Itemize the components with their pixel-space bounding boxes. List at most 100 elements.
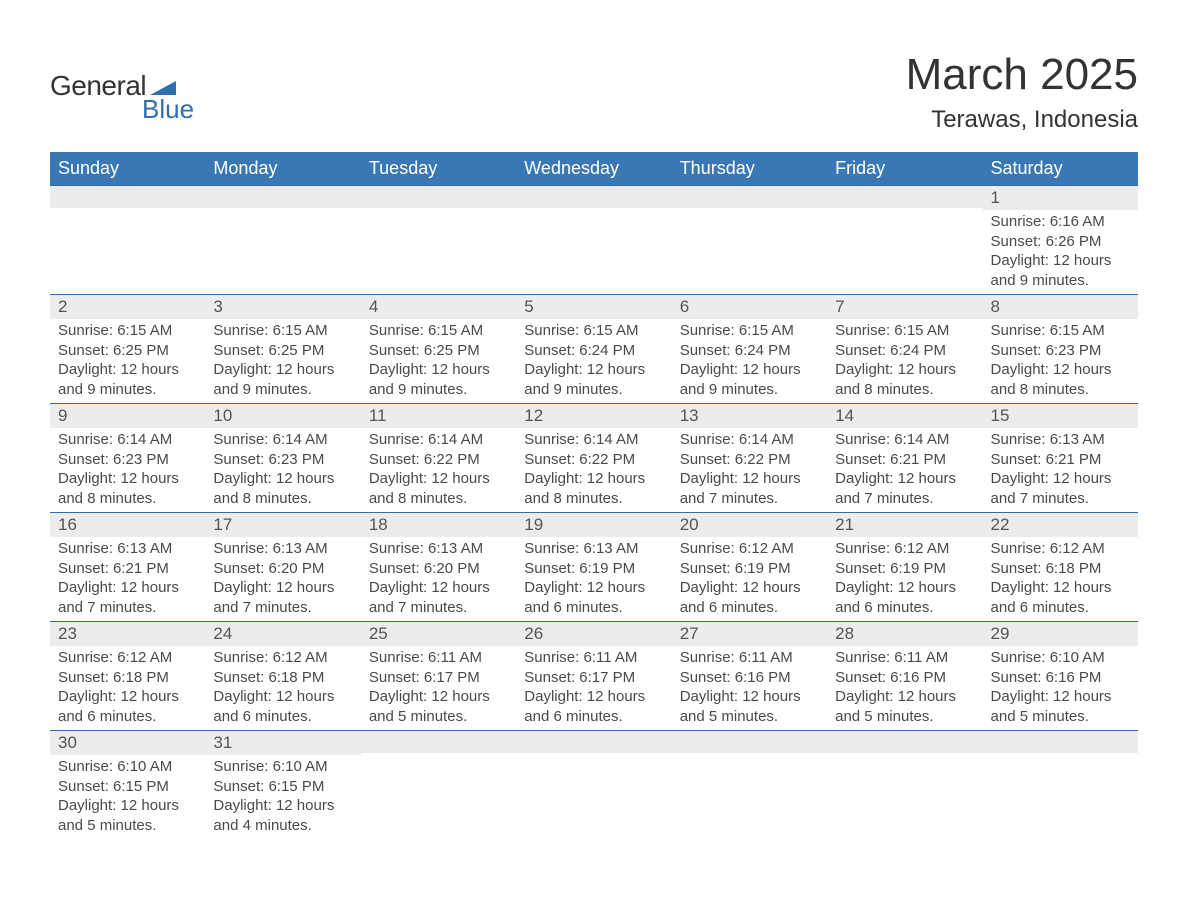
day-number: 14 [827, 404, 982, 428]
day-info: Sunrise: 6:14 AMSunset: 6:23 PMDaylight:… [50, 428, 205, 512]
day-number: 15 [983, 404, 1138, 428]
calendar-cell: 4Sunrise: 6:15 AMSunset: 6:25 PMDaylight… [361, 295, 516, 404]
day-number: 22 [983, 513, 1138, 537]
calendar-table: SundayMondayTuesdayWednesdayThursdayFrid… [50, 152, 1138, 839]
day-info: Sunrise: 6:15 AMSunset: 6:23 PMDaylight:… [983, 319, 1138, 403]
calendar-cell: 15Sunrise: 6:13 AMSunset: 6:21 PMDayligh… [983, 404, 1138, 513]
calendar-cell: 10Sunrise: 6:14 AMSunset: 6:23 PMDayligh… [205, 404, 360, 513]
day-number: 27 [672, 622, 827, 646]
day-info: Sunrise: 6:14 AMSunset: 6:23 PMDaylight:… [205, 428, 360, 512]
weekday-header: Thursday [672, 152, 827, 186]
day-info: Sunrise: 6:15 AMSunset: 6:24 PMDaylight:… [516, 319, 671, 403]
calendar-cell: 2Sunrise: 6:15 AMSunset: 6:25 PMDaylight… [50, 295, 205, 404]
day-number: 11 [361, 404, 516, 428]
day-number: 28 [827, 622, 982, 646]
calendar-cell: 26Sunrise: 6:11 AMSunset: 6:17 PMDayligh… [516, 622, 671, 731]
calendar-cell: 8Sunrise: 6:15 AMSunset: 6:23 PMDaylight… [983, 295, 1138, 404]
calendar-cell [361, 731, 516, 840]
empty-day-number [827, 186, 982, 208]
empty-day-number [516, 731, 671, 753]
calendar-week-row: 9Sunrise: 6:14 AMSunset: 6:23 PMDaylight… [50, 404, 1138, 513]
day-info: Sunrise: 6:15 AMSunset: 6:24 PMDaylight:… [672, 319, 827, 403]
day-info: Sunrise: 6:13 AMSunset: 6:20 PMDaylight:… [205, 537, 360, 621]
calendar-cell: 9Sunrise: 6:14 AMSunset: 6:23 PMDaylight… [50, 404, 205, 513]
day-number: 20 [672, 513, 827, 537]
day-info: Sunrise: 6:11 AMSunset: 6:16 PMDaylight:… [827, 646, 982, 730]
calendar-body: 1Sunrise: 6:16 AMSunset: 6:26 PMDaylight… [50, 186, 1138, 840]
weekday-header: Monday [205, 152, 360, 186]
day-info: Sunrise: 6:13 AMSunset: 6:21 PMDaylight:… [983, 428, 1138, 512]
day-number: 25 [361, 622, 516, 646]
calendar-cell [983, 731, 1138, 840]
empty-day-info [516, 208, 671, 288]
day-number: 13 [672, 404, 827, 428]
empty-day-info [672, 208, 827, 288]
day-info: Sunrise: 6:13 AMSunset: 6:21 PMDaylight:… [50, 537, 205, 621]
empty-day-number [983, 731, 1138, 753]
calendar-week-row: 23Sunrise: 6:12 AMSunset: 6:18 PMDayligh… [50, 622, 1138, 731]
day-number: 31 [205, 731, 360, 755]
day-number: 10 [205, 404, 360, 428]
weekday-header: Saturday [983, 152, 1138, 186]
day-number: 24 [205, 622, 360, 646]
empty-day-number [50, 186, 205, 208]
brand-text-general: General [50, 70, 146, 102]
empty-day-info [827, 208, 982, 288]
calendar-cell [672, 731, 827, 840]
day-number: 16 [50, 513, 205, 537]
day-info: Sunrise: 6:11 AMSunset: 6:17 PMDaylight:… [516, 646, 671, 730]
day-info: Sunrise: 6:14 AMSunset: 6:22 PMDaylight:… [516, 428, 671, 512]
calendar-cell: 25Sunrise: 6:11 AMSunset: 6:17 PMDayligh… [361, 622, 516, 731]
day-number: 5 [516, 295, 671, 319]
day-info: Sunrise: 6:12 AMSunset: 6:19 PMDaylight:… [672, 537, 827, 621]
calendar-cell: 12Sunrise: 6:14 AMSunset: 6:22 PMDayligh… [516, 404, 671, 513]
empty-day-info [50, 208, 205, 288]
calendar-cell: 28Sunrise: 6:11 AMSunset: 6:16 PMDayligh… [827, 622, 982, 731]
calendar-week-row: 2 Sunrise: 6:15 AMSunset: 6:25 PMDaylight… [50, 295, 1138, 404]
day-info: Sunrise: 6:10 AMSunset: 6:15 PMDaylight:… [50, 755, 205, 839]
empty-day-info [361, 208, 516, 288]
day-number: 29 [983, 622, 1138, 646]
brand-logo: General Blue [50, 70, 194, 125]
day-info: Sunrise: 6:13 AMSunset: 6:19 PMDaylight:… [516, 537, 671, 621]
calendar-cell: 24Sunrise: 6:12 AMSunset: 6:18 PMDayligh… [205, 622, 360, 731]
calendar-cell: 22Sunrise: 6:12 AMSunset: 6:18 PMDayligh… [983, 513, 1138, 622]
empty-day-number [205, 186, 360, 208]
calendar-cell: 11Sunrise: 6:14 AMSunset: 6:22 PMDayligh… [361, 404, 516, 513]
day-info: Sunrise: 6:14 AMSunset: 6:22 PMDaylight:… [672, 428, 827, 512]
day-info: Sunrise: 6:15 AMSunset: 6:25 PMDaylight:… [361, 319, 516, 403]
day-info: Sunrise: 6:14 AMSunset: 6:21 PMDaylight:… [827, 428, 982, 512]
calendar-cell: 17Sunrise: 6:13 AMSunset: 6:20 PMDayligh… [205, 513, 360, 622]
location-label: Terawas, Indonesia [906, 106, 1138, 134]
day-number: 26 [516, 622, 671, 646]
day-number: 3 [205, 295, 360, 319]
empty-day-info [827, 753, 982, 833]
calendar-cell [205, 186, 360, 295]
calendar-cell: 21Sunrise: 6:12 AMSunset: 6:19 PMDayligh… [827, 513, 982, 622]
calendar-cell: 29Sunrise: 6:10 AMSunset: 6:16 PMDayligh… [983, 622, 1138, 731]
title-block: March 2025 Terawas, Indonesia [906, 50, 1138, 134]
calendar-week-row: 1Sunrise: 6:16 AMSunset: 6:26 PMDaylight… [50, 186, 1138, 295]
calendar-cell: 18Sunrise: 6:13 AMSunset: 6:20 PMDayligh… [361, 513, 516, 622]
day-info: Sunrise: 6:12 AMSunset: 6:18 PMDaylight:… [50, 646, 205, 730]
calendar-cell [516, 186, 671, 295]
empty-day-number [827, 731, 982, 753]
empty-day-info [983, 753, 1138, 833]
weekday-header: Tuesday [361, 152, 516, 186]
calendar-cell: 1Sunrise: 6:16 AMSunset: 6:26 PMDaylight… [983, 186, 1138, 295]
calendar-cell: 23Sunrise: 6:12 AMSunset: 6:18 PMDayligh… [50, 622, 205, 731]
page-header: General Blue March 2025 Terawas, Indones… [50, 50, 1138, 134]
day-info: Sunrise: 6:10 AMSunset: 6:16 PMDaylight:… [983, 646, 1138, 730]
empty-day-info [672, 753, 827, 833]
empty-day-info [361, 753, 516, 833]
weekday-header: Friday [827, 152, 982, 186]
calendar-cell: 20Sunrise: 6:12 AMSunset: 6:19 PMDayligh… [672, 513, 827, 622]
day-info: Sunrise: 6:12 AMSunset: 6:19 PMDaylight:… [827, 537, 982, 621]
day-info: Sunrise: 6:13 AMSunset: 6:20 PMDaylight:… [361, 537, 516, 621]
day-info: Sunrise: 6:11 AMSunset: 6:16 PMDaylight:… [672, 646, 827, 730]
day-number: 2 [50, 295, 205, 319]
empty-day-info [516, 753, 671, 833]
day-number: 4 [361, 295, 516, 319]
empty-day-number [672, 186, 827, 208]
calendar-cell: 3Sunrise: 6:15 AMSunset: 6:25 PMDaylight… [205, 295, 360, 404]
